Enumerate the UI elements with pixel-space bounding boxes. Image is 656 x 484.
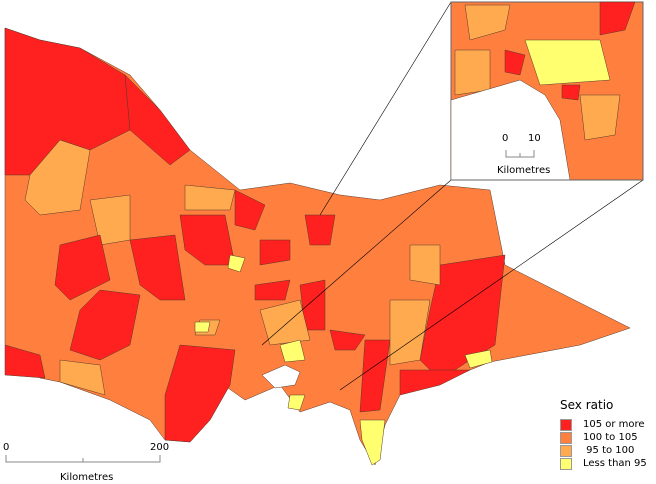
legend-label: 105 or more	[583, 419, 645, 430]
region-less-95	[227, 254, 246, 273]
region-95-100	[259, 299, 311, 346]
legend-title: Sex ratio	[560, 398, 614, 412]
region-105-plus	[129, 234, 186, 301]
inset-map	[450, 1, 644, 181]
region-95-100	[184, 184, 236, 211]
legend-item: 105 or more	[560, 418, 647, 431]
legend-label: 95 to 100	[583, 445, 635, 456]
region-105-plus	[259, 239, 291, 266]
region-105-plus	[179, 214, 236, 266]
region-less-95	[464, 349, 493, 369]
region-105-plus	[124, 74, 191, 166]
legend-item: 100 to 105	[560, 431, 647, 444]
region-105-plus	[254, 279, 291, 301]
main-scale-bar	[5, 455, 161, 463]
legend-label: Less than 95	[583, 458, 647, 469]
legend-item: Less than 95	[560, 457, 647, 470]
inset-scale-end: 10	[528, 133, 541, 144]
regions	[4, 27, 506, 466]
region-95-100	[409, 244, 441, 286]
region-105-plus	[69, 289, 141, 361]
inset-scale-start: 0	[502, 133, 509, 144]
region-less-95	[287, 394, 306, 411]
region-105-plus	[234, 189, 266, 231]
region-105-plus	[399, 369, 471, 396]
inset-leader-lines	[261, 1, 644, 391]
main-scale-start: 0	[3, 442, 10, 453]
legend-swatch	[560, 418, 572, 431]
region-105-plus	[359, 339, 391, 413]
region-105-plus	[164, 344, 236, 443]
region-less-95	[279, 339, 306, 363]
region-105-plus	[4, 344, 46, 379]
region-95-100	[24, 139, 91, 216]
legend-item: 95 to 100	[560, 444, 647, 457]
region-105-plus	[329, 329, 366, 351]
legend-swatch	[560, 431, 572, 444]
region-less-95	[194, 321, 211, 333]
region-less-95	[359, 419, 386, 466]
inset-scale-unit: Kilometres	[497, 165, 551, 176]
port-phillip-bay	[261, 364, 301, 389]
legend-label: 100 to 105	[583, 432, 638, 443]
legend-swatch	[560, 444, 572, 457]
main-scale-end: 200	[150, 442, 170, 453]
legend-swatch	[560, 457, 572, 470]
inset-scale-bar	[505, 150, 535, 158]
region-95-100	[59, 359, 106, 396]
region-105-plus	[304, 214, 336, 246]
main-scale-unit: Kilometres	[60, 472, 114, 483]
legend: Sex ratio 105 or more 100 to 105 95 to 1…	[560, 398, 647, 470]
region-105-plus	[54, 234, 111, 301]
region-105-plus	[4, 27, 131, 176]
